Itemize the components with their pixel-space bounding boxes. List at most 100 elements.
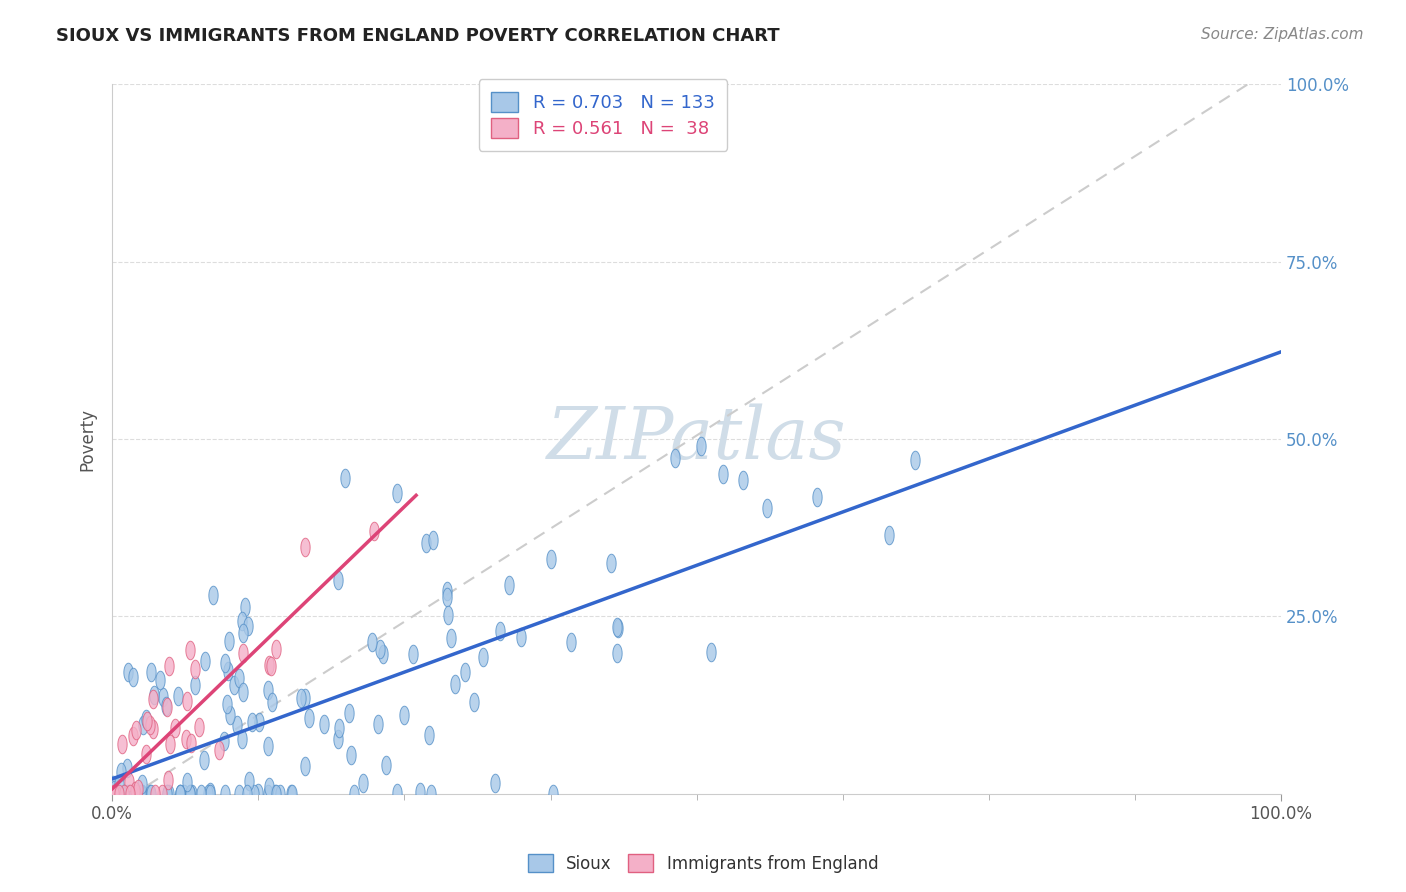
Point	[264, 642, 287, 657]
Point	[176, 694, 198, 708]
Point	[180, 787, 202, 801]
Text: Source: ZipAtlas.com: Source: ZipAtlas.com	[1201, 27, 1364, 42]
Point	[107, 787, 129, 801]
Point	[904, 453, 927, 467]
Point	[156, 787, 179, 801]
Point	[103, 787, 125, 801]
Point	[155, 698, 177, 713]
Point	[157, 787, 180, 801]
Point	[294, 540, 316, 554]
Point	[179, 643, 201, 657]
Point	[135, 712, 157, 726]
Point	[190, 787, 212, 801]
Point	[541, 787, 564, 801]
Point	[510, 630, 533, 644]
Point	[343, 787, 366, 801]
Point	[169, 787, 191, 801]
Point	[257, 787, 280, 801]
Point	[197, 787, 219, 801]
Point	[368, 641, 391, 656]
Y-axis label: Poverty: Poverty	[79, 408, 96, 471]
Point	[560, 634, 582, 648]
Point	[142, 692, 165, 706]
Point	[143, 688, 166, 702]
Point	[118, 787, 141, 801]
Point	[125, 787, 148, 801]
Point	[385, 486, 408, 500]
Point	[232, 684, 254, 698]
Point	[664, 451, 686, 466]
Point	[214, 787, 236, 801]
Point	[436, 583, 458, 598]
Point	[281, 787, 304, 801]
Point	[104, 787, 127, 801]
Point	[135, 747, 157, 761]
Point	[484, 776, 506, 790]
Point	[260, 659, 283, 673]
Point	[488, 624, 510, 638]
Point	[540, 551, 562, 566]
Point	[228, 787, 250, 801]
Point	[207, 743, 229, 757]
Point	[167, 689, 190, 703]
Point	[328, 721, 350, 735]
Point	[108, 777, 131, 791]
Point	[233, 599, 256, 614]
Point	[184, 661, 207, 675]
Point	[143, 787, 166, 801]
Point	[184, 678, 207, 692]
Point	[131, 787, 153, 801]
Point	[352, 776, 374, 790]
Point	[179, 787, 201, 801]
Point	[117, 774, 139, 789]
Point	[257, 780, 280, 794]
Point	[139, 717, 162, 731]
Text: ZIPatlas: ZIPatlas	[547, 404, 846, 475]
Point	[312, 717, 335, 731]
Point	[375, 757, 398, 772]
Point	[217, 664, 239, 678]
Point	[174, 732, 197, 747]
Point	[215, 698, 238, 712]
Point	[463, 694, 485, 708]
Point	[392, 707, 415, 722]
Point	[326, 573, 349, 587]
Point	[200, 785, 222, 799]
Point	[422, 533, 444, 547]
Point	[402, 647, 425, 661]
Point	[150, 787, 173, 801]
Point	[176, 775, 198, 789]
Point	[132, 718, 155, 732]
Text: SIOUX VS IMMIGRANTS FROM ENGLAND POVERTY CORRELATION CHART: SIOUX VS IMMIGRANTS FROM ENGLAND POVERTY…	[56, 27, 780, 45]
Point	[111, 737, 134, 751]
Point	[127, 781, 149, 796]
Point	[257, 657, 280, 672]
Point	[755, 501, 778, 516]
Point	[256, 739, 278, 753]
Point	[409, 785, 432, 799]
Point	[333, 471, 356, 485]
Point	[231, 615, 253, 629]
Point	[363, 524, 385, 538]
Point	[606, 646, 628, 660]
Point	[257, 682, 280, 697]
Point	[436, 590, 458, 604]
Point	[294, 758, 316, 772]
Point	[152, 690, 174, 704]
Point	[472, 650, 495, 665]
Point	[415, 535, 437, 549]
Point	[187, 720, 209, 734]
Point	[236, 619, 259, 633]
Point	[193, 753, 215, 767]
Point	[129, 787, 152, 801]
Point	[169, 787, 191, 801]
Point	[218, 634, 240, 648]
Point	[606, 621, 628, 635]
Point	[141, 665, 163, 679]
Point	[124, 723, 146, 738]
Point	[711, 467, 734, 482]
Point	[385, 786, 408, 800]
Point	[228, 671, 250, 685]
Point	[108, 787, 131, 801]
Point	[121, 669, 143, 683]
